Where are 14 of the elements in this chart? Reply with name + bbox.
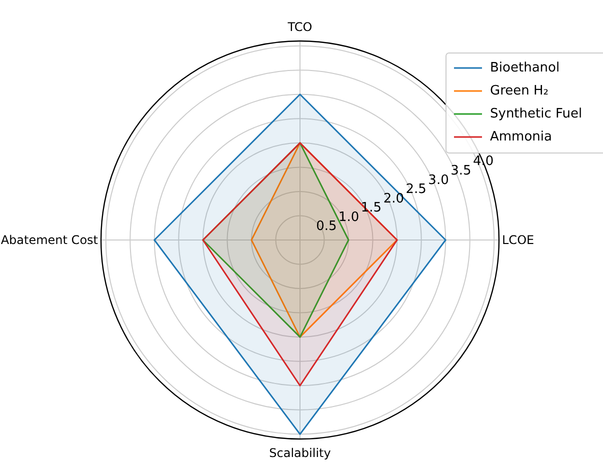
spoke-label: Abatement Cost [0,233,98,247]
y-tick-label: 0.5 [316,219,337,234]
spoke-label: LCOE [502,233,534,247]
y-tick-label: 1.0 [338,210,360,225]
y-tick-label: 3.0 [428,172,449,188]
legend-label: Synthetic Fuel [490,106,582,122]
legend-label: Ammonia [490,130,552,144]
y-tick-label: 2.5 [406,182,426,198]
legend-label: Green H₂ [490,84,548,98]
spoke-label: TCO [286,20,312,34]
legend-label: Bioethanol [490,60,560,76]
spoke-label: Scalability [269,446,331,460]
y-tick-label: 3.5 [450,163,472,178]
y-tick-label: 2.0 [383,191,404,206]
